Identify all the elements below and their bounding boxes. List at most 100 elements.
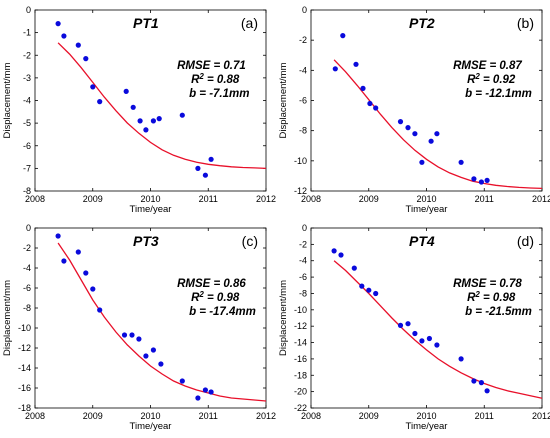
x-tick-label: 2008 [301, 194, 321, 204]
y-tick-label: -18 [18, 403, 31, 413]
y-tick-label: -16 [294, 354, 307, 364]
x-tick-label: 2008 [25, 411, 45, 421]
fit-curve [57, 42, 267, 170]
panel-letter: (a) [241, 15, 258, 31]
y-tick-label: -8 [299, 288, 307, 298]
data-point [158, 361, 164, 367]
data-point [195, 395, 201, 401]
x-tick-label: 2012 [256, 194, 276, 204]
data-point [150, 118, 156, 124]
panel-letter: (c) [242, 233, 258, 249]
plot-frame [34, 227, 267, 409]
data-point [90, 286, 96, 292]
panel-title: PT1 [133, 15, 159, 31]
data-point [123, 88, 129, 94]
data-point [75, 42, 81, 48]
data-point [179, 378, 185, 384]
plot-frame [310, 9, 543, 192]
panel-pt1: 2008 2009 2010 2011 2012 -8 -7 -6 -5 -4 -3 -2 -1 0 Tim… [2, 5, 276, 215]
y-tick-label: 0 [302, 5, 307, 15]
data-point [419, 338, 425, 344]
plot-frame [310, 227, 543, 409]
data-point [137, 118, 143, 124]
x-tick-label: 2011 [199, 194, 218, 204]
data-point [75, 249, 81, 255]
data-point [55, 233, 61, 239]
x-tick-label: 2009 [359, 194, 379, 204]
data-point [97, 99, 103, 105]
y-tick-label: -16 [18, 383, 31, 393]
data-point [179, 112, 185, 118]
y-tick-label: -10 [294, 156, 307, 166]
x-tick-label: 2012 [256, 411, 276, 421]
data-point [202, 172, 208, 178]
x-tick-label: 2012 [532, 411, 550, 421]
x-tick-label: 2008 [301, 411, 321, 421]
y-tick-label: 0 [302, 223, 307, 233]
y-tick-label: -14 [18, 363, 31, 373]
data-point [397, 119, 404, 125]
y-tick-label: 0 [26, 5, 31, 15]
x-axis-label: Time/year [406, 421, 448, 432]
y-tick-label: -2 [23, 50, 31, 60]
data-point [367, 100, 373, 107]
data-point [129, 332, 135, 338]
y-axis-label: Displacement/mm [278, 280, 289, 356]
data-point [143, 353, 149, 359]
y-tick-label: -7 [23, 163, 31, 173]
data-point [484, 388, 490, 394]
data-point [434, 131, 440, 137]
data-point [359, 283, 365, 289]
y-tick-label: -12 [294, 321, 307, 331]
y-axis-label: Displacement/mm [278, 62, 289, 138]
y-tick-label: -20 [294, 387, 307, 397]
data-point [83, 56, 89, 62]
panel-title: PT4 [409, 233, 435, 249]
rmse-text: RMSE = 0.87 [453, 60, 522, 72]
data-point [366, 287, 372, 293]
y-tick-label: -14 [294, 338, 307, 348]
data-point [150, 347, 156, 353]
data-point [202, 387, 208, 393]
b-text: b = -12.1mm [465, 88, 532, 100]
data-point [478, 380, 484, 386]
x-tick-label: 2010 [416, 194, 436, 204]
y-tick-label: -2 [23, 243, 31, 253]
data-point [331, 248, 337, 254]
data-point [373, 290, 379, 297]
panel-title: PT3 [133, 233, 159, 249]
data-point [405, 321, 411, 327]
x-tick-label: 2012 [532, 194, 550, 204]
y-tick-label: -5 [23, 118, 31, 128]
data-point [397, 322, 404, 328]
data-point [419, 159, 425, 165]
data-point [351, 265, 357, 271]
data-point [458, 356, 464, 362]
data-point [405, 125, 411, 131]
data-point [471, 176, 477, 182]
y-tick-label: -4 [299, 256, 307, 266]
data-point [61, 33, 67, 39]
y-tick-label: -12 [18, 343, 31, 353]
r2-text: R2 = 0.98 [191, 290, 240, 304]
x-tick-label: 2011 [475, 194, 494, 204]
data-point [360, 85, 366, 91]
x-tick-label: 2009 [83, 411, 103, 421]
data-point [373, 105, 379, 111]
y-tick-label: -6 [299, 272, 307, 282]
data-point [428, 138, 434, 144]
y-tick-label: -8 [299, 126, 307, 136]
rmse-text: RMSE = 0.78 [453, 278, 522, 290]
y-tick-label: -2 [299, 35, 307, 45]
panel-letter: (b) [517, 15, 534, 31]
y-axis-label: Displacement/mm [2, 62, 13, 138]
data-point [484, 177, 490, 183]
data-point [471, 378, 477, 384]
fit-curve [333, 59, 543, 190]
fit-curve [333, 260, 543, 399]
data-point [332, 66, 338, 72]
x-tick-label: 2009 [83, 194, 103, 204]
data-point [478, 179, 484, 185]
data-point [136, 336, 142, 342]
